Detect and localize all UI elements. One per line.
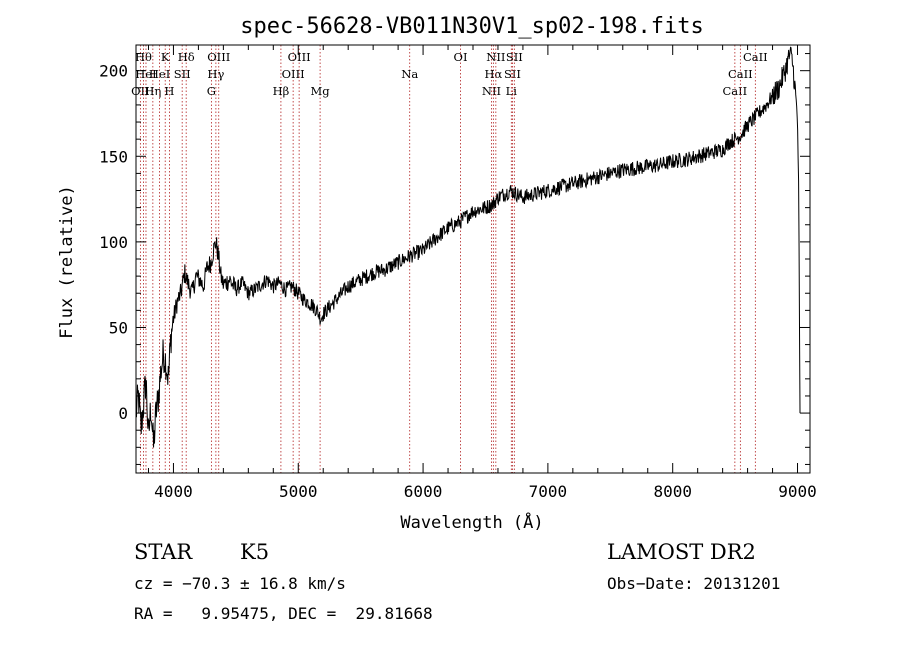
spectral-line-label: CaII bbox=[743, 50, 768, 64]
ra-dec: RA = 9.95475, DEC = 29.81668 bbox=[134, 604, 433, 623]
spectral-line-label: SII bbox=[174, 67, 191, 81]
spectral-line-label: H bbox=[164, 84, 174, 98]
spectral-line-label: Hη bbox=[144, 84, 161, 98]
spectral-line-label: SII bbox=[506, 50, 523, 64]
x-tick-label: 6000 bbox=[404, 482, 443, 501]
x-tick-label: 5000 bbox=[279, 482, 318, 501]
plot-frame bbox=[135, 44, 811, 474]
spectral-line-label: HeI bbox=[149, 67, 170, 81]
spectral-line-label: Hα bbox=[484, 67, 502, 81]
x-tick-label: 9000 bbox=[778, 482, 817, 501]
spectral-line-label: CaII bbox=[728, 67, 753, 81]
spectral-line-label: Hδ bbox=[178, 50, 195, 64]
x-tick-label: 8000 bbox=[653, 482, 692, 501]
x-tick-label: 7000 bbox=[529, 482, 568, 501]
spectral-line-label: Hγ bbox=[207, 67, 224, 81]
spectrum-series bbox=[135, 46, 801, 448]
survey-name: LAMOST DR2 bbox=[607, 540, 756, 564]
spectral-line-label: Na bbox=[401, 67, 418, 81]
chart-title: spec-56628-VB011N30V1_sp02-198.fits bbox=[240, 14, 704, 39]
y-axis-label: Flux (relative) bbox=[57, 185, 77, 339]
observation-date: Obs−Date: 20131201 bbox=[607, 574, 781, 593]
spectral-line-label: K bbox=[161, 50, 170, 64]
y-tick-label: 150 bbox=[99, 147, 128, 166]
axis-ticks: 4000 5000 6000 7000 8000 9000 0 50 100 150 200 bbox=[99, 45, 817, 501]
spectral-line-label: Hβ bbox=[273, 84, 290, 98]
y-tick-label: 50 bbox=[109, 318, 128, 337]
spectral-line-label: Li bbox=[506, 84, 518, 98]
y-tick-label: 0 bbox=[118, 404, 128, 423]
spectral-line-label: Mg bbox=[311, 84, 331, 98]
spectral-line-label: SII bbox=[504, 67, 521, 81]
redshift-cz: cz = −70.3 ± 16.8 km/s bbox=[134, 574, 346, 593]
spectral-line-label: NII bbox=[486, 50, 505, 64]
x-tick-label: 4000 bbox=[154, 482, 193, 501]
spectral-line-label: OIII bbox=[288, 50, 311, 64]
y-tick-label: 100 bbox=[99, 233, 128, 252]
spectral-line-label: Hθ bbox=[135, 50, 152, 64]
spectral-line-label: OI bbox=[454, 50, 468, 64]
spectral-lines: OIIHθHeIHηHeIKHSIIHδGHγOIIIHβOIIIOIIIMgN… bbox=[131, 45, 768, 473]
spectral-line-label: CaII bbox=[722, 84, 747, 98]
object-subclass: K5 bbox=[240, 540, 270, 564]
object-class: STAR bbox=[134, 540, 193, 564]
x-axis-label: Wavelength (Å) bbox=[400, 511, 543, 533]
spectrum-line bbox=[135, 46, 801, 448]
spectral-line-label: G bbox=[207, 84, 216, 98]
spectral-line-label: OIII bbox=[207, 50, 230, 64]
spectral-line-label: NII bbox=[482, 84, 501, 98]
spectral-line-label: OIII bbox=[282, 67, 305, 81]
y-tick-label: 200 bbox=[99, 62, 128, 81]
